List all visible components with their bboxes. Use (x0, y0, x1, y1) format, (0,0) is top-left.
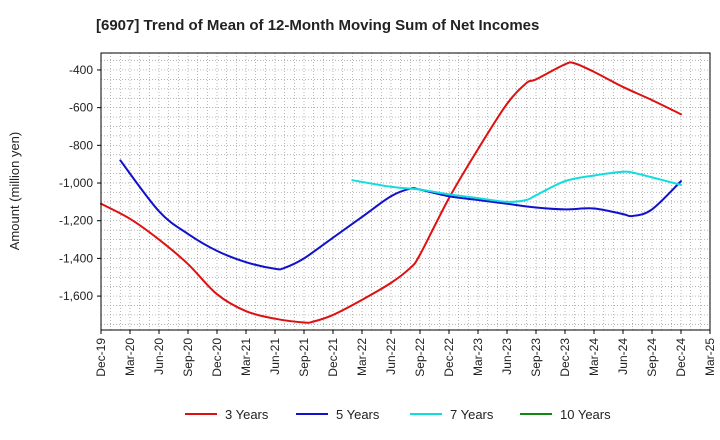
y-axis-ticks: -400 -600 -800 -1,000 -1,200 -1,400 -1,600 (59, 63, 101, 303)
x-tick-label: Mar-23 (471, 338, 485, 376)
x-tick-label: Dec-21 (326, 338, 340, 377)
y-tick-label: -400 (69, 63, 93, 77)
y-tick-label: -1,000 (59, 176, 93, 190)
x-tick-label: Mar-20 (123, 338, 137, 376)
x-tick-label: Dec-19 (94, 338, 108, 377)
y-tick-label: -1,600 (59, 289, 93, 303)
series-lines (100, 61, 682, 324)
x-tick-label: Sep-21 (297, 338, 311, 377)
x-tick-label: Dec-23 (558, 338, 572, 377)
x-tick-label: Dec-24 (674, 338, 688, 377)
legend-label-7-years: 7 Years (450, 407, 494, 422)
x-tick-label: Mar-25 (703, 338, 717, 376)
x-tick-label: Dec-20 (210, 338, 224, 377)
legend-label-3-years: 3 Years (225, 407, 269, 422)
x-tick-label: Jun-20 (152, 338, 166, 375)
y-tick-label: -1,400 (59, 251, 93, 265)
x-tick-label: Jun-23 (500, 338, 514, 375)
x-tick-label: Sep-22 (413, 338, 427, 377)
x-tick-label: Jun-21 (268, 338, 282, 375)
series-line-3-years (100, 61, 682, 324)
x-tick-label: Dec-22 (442, 338, 456, 377)
y-tick-label: -600 (69, 101, 93, 115)
series-line-7-years (351, 170, 682, 203)
x-tick-label: Mar-22 (355, 338, 369, 376)
x-tick-label: Jun-22 (384, 338, 398, 375)
legend: 3 Years 5 Years 7 Years 10 Years (185, 407, 611, 422)
legend-label-5-years: 5 Years (336, 407, 380, 422)
x-tick-label: Mar-21 (239, 338, 253, 376)
legend-label-10-years: 10 Years (560, 407, 611, 422)
chart-title: [6907] Trend of Mean of 12-Month Moving … (96, 17, 539, 34)
x-tick-label: Sep-20 (181, 338, 195, 377)
grid-lines (101, 53, 710, 330)
x-tick-label: Sep-23 (529, 338, 543, 377)
x-tick-label: Sep-24 (645, 338, 659, 377)
plot-area-frame (100, 52, 711, 331)
x-tick-label: Jun-24 (616, 338, 630, 375)
x-tick-label: Mar-24 (587, 338, 601, 376)
y-tick-label: -800 (69, 138, 93, 152)
x-axis-ticks: Dec-19 Mar-20 Jun-20 Sep-20 Dec-20 Mar-21 Jun-… (94, 330, 717, 377)
y-tick-label: -1,200 (59, 214, 93, 228)
y-axis-label: Amount (million yen) (7, 132, 22, 251)
